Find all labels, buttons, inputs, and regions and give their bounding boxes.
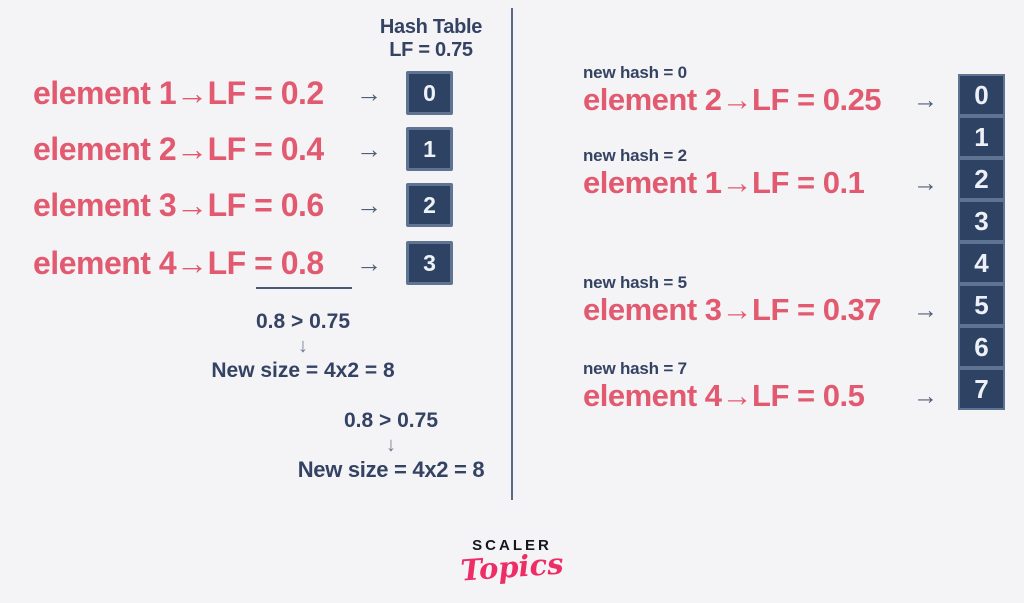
vertical-divider <box>511 8 513 500</box>
hash-table-title-line1: Hash Table <box>379 16 483 38</box>
condition-text: 0.8 > 0.75 <box>344 409 438 432</box>
right-arrow-icon: → <box>913 169 938 197</box>
element-lf-label: element 4→LF = 0.8 <box>33 245 324 281</box>
resize-calculation-2: 0.8 > 0.75 ↓ New size = 4x2 = 8 <box>291 409 491 483</box>
left-row-2: element 2→LF = 0.4 → 1 <box>0 127 512 171</box>
new-size-text: New size = 4x2 = 8 <box>297 457 485 482</box>
array-cell: 7 <box>958 368 1005 410</box>
element-lf-label: element 1→LF = 0.2 <box>33 75 324 111</box>
element-lf-label: element 3→LF = 0.6 <box>33 187 324 223</box>
element-lf-label: element 4→LF = 0.5 <box>583 378 865 413</box>
hash-table-load-factor: LF = 0.75 <box>389 39 473 61</box>
array-cell: 5 <box>958 284 1005 326</box>
overload-underline <box>256 287 352 289</box>
right-arrow-icon: → <box>913 296 938 324</box>
right-arrow-icon: → <box>356 190 382 220</box>
logo-brand-text: SCALER <box>472 537 552 554</box>
new-hash-label: new hash = 5 <box>583 273 687 292</box>
right-arrow-icon: → <box>913 382 938 410</box>
logo-word-text: Topics <box>459 546 565 588</box>
element-lf-label: element 1→LF = 0.1 <box>583 165 865 200</box>
rehashed-array: 0 1 2 3 4 5 6 7 <box>958 74 1005 410</box>
bucket-cell: 2 <box>406 183 453 227</box>
bucket-cell: 1 <box>406 127 453 171</box>
right-row-2: new hash = 2 element 1→LF = 0.1 → <box>583 146 948 200</box>
element-lf-label: element 3→LF = 0.37 <box>583 292 882 327</box>
element-lf-label: element 2→LF = 0.25 <box>583 82 882 117</box>
right-row-3: new hash = 5 element 3→LF = 0.37 → <box>583 273 948 327</box>
bucket-cell: 3 <box>406 241 453 285</box>
resize-calculation-1: 0.8 > 0.75 ↓ New size = 4x2 = 8 <box>203 310 403 384</box>
array-cell: 3 <box>958 200 1005 242</box>
right-arrow-icon: → <box>913 86 938 114</box>
element-lf-label: element 2→LF = 0.4 <box>33 131 324 167</box>
left-row-3: element 3→LF = 0.6 → 2 <box>0 183 512 227</box>
right-row-4: new hash = 7 element 4→LF = 0.5 → <box>583 359 948 413</box>
array-cell: 4 <box>958 242 1005 284</box>
array-cell: 1 <box>958 116 1005 158</box>
new-hash-label: new hash = 2 <box>583 146 687 165</box>
array-cell: 2 <box>958 158 1005 200</box>
down-arrow-icon: ↓ <box>386 434 396 456</box>
right-arrow-icon: → <box>356 78 382 108</box>
bucket-cell: 0 <box>406 71 453 115</box>
down-arrow-icon: ↓ <box>298 335 308 357</box>
condition-text: 0.8 > 0.75 <box>256 310 350 333</box>
scaler-topics-logo: SCALER Topics <box>459 537 565 588</box>
new-hash-label: new hash = 7 <box>583 359 687 378</box>
hash-table-title: Hash Table LF = 0.75 <box>331 16 531 62</box>
new-hash-label: new hash = 0 <box>583 63 687 82</box>
left-row-4: element 4→LF = 0.8 → 3 <box>0 241 512 285</box>
right-arrow-icon: → <box>356 134 382 164</box>
array-cell: 6 <box>958 326 1005 368</box>
right-row-1: new hash = 0 element 2→LF = 0.25 → <box>583 63 948 117</box>
right-arrow-icon: → <box>356 248 382 278</box>
array-cell: 0 <box>958 74 1005 116</box>
new-size-text: New size = 4x2 = 8 <box>211 359 395 382</box>
left-row-1: element 1→LF = 0.2 → 0 <box>0 71 512 115</box>
